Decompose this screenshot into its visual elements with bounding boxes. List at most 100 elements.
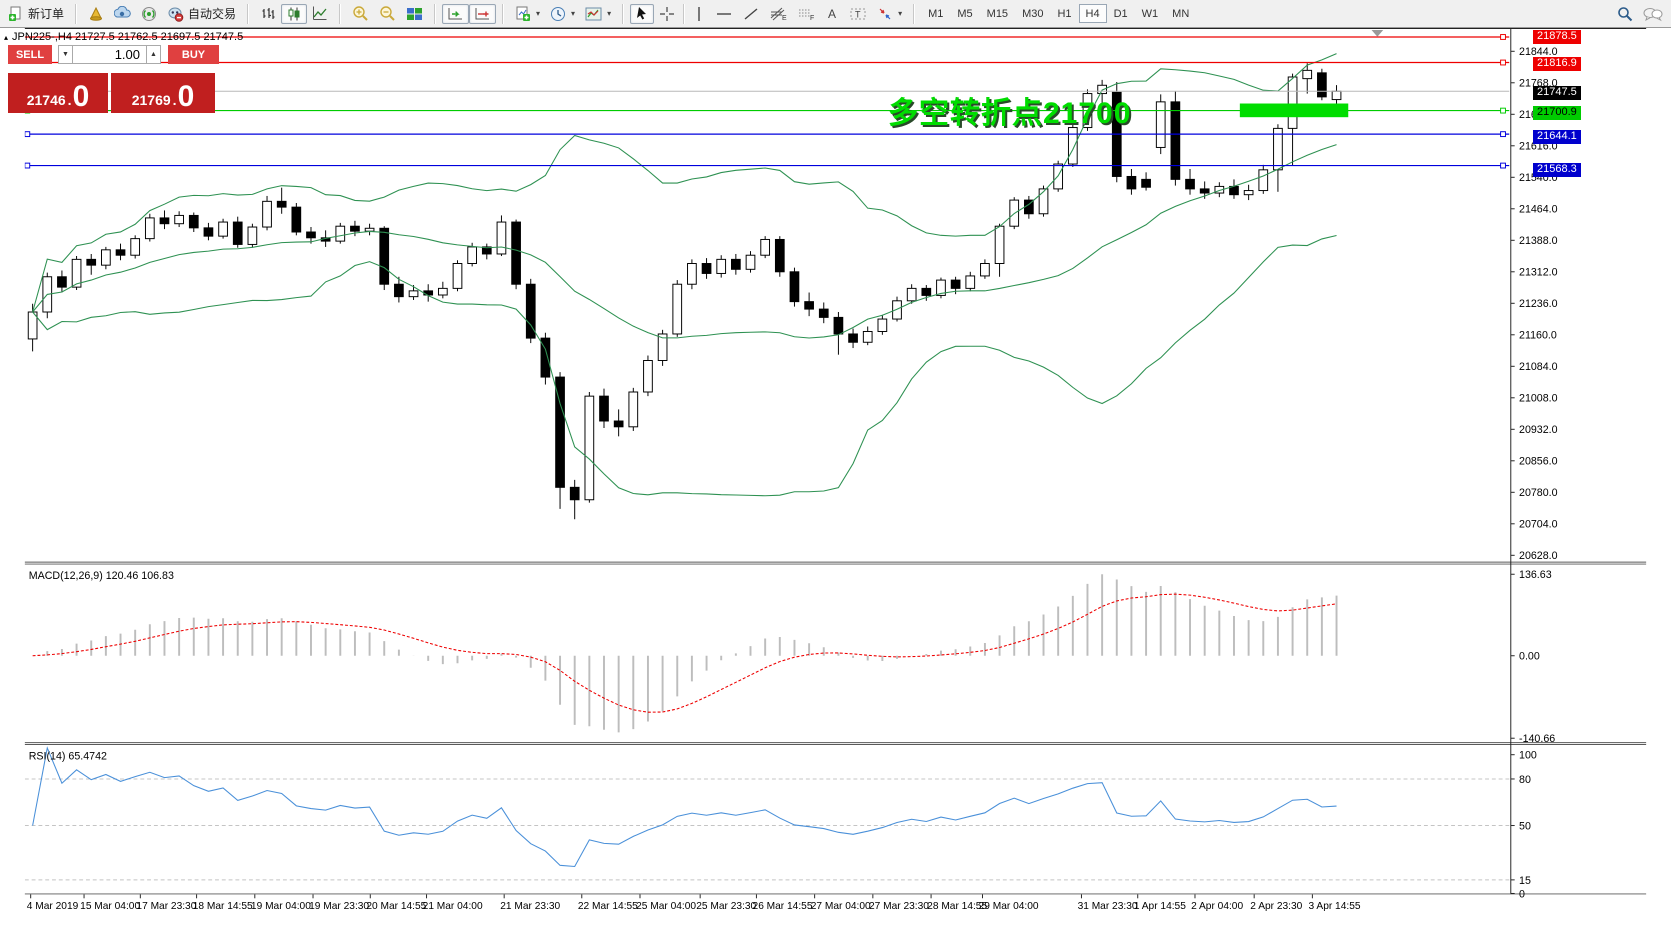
toolbar-separator (434, 3, 437, 24)
volume-decrease-button[interactable]: ▼ (58, 45, 73, 64)
sell-button[interactable]: SELL (8, 45, 52, 64)
buy-button[interactable]: BUY (168, 45, 219, 64)
svg-text:F: F (810, 15, 814, 22)
text-tool-button[interactable]: A (820, 4, 844, 24)
svg-text:T: T (855, 9, 861, 19)
main-toolbar: 新订单 自动交易 (0, 0, 1671, 28)
tile-windows-icon (407, 7, 423, 20)
candle-body (437, 287, 448, 296)
buy-price-display[interactable]: 21769. 0 (111, 73, 215, 113)
one-click-trading-panel: SELL ▼ 1.00 ▲ BUY 21746. 0 21769. 0 (8, 45, 219, 113)
candle-body (789, 271, 800, 303)
chart-shift-marker[interactable] (1371, 29, 1384, 37)
timeframe-m15[interactable]: M15 (986, 8, 1009, 20)
candle-body (716, 258, 727, 274)
candlestick-chart-button[interactable] (281, 3, 308, 24)
current-price-tag[interactable]: 21747.5 (1533, 86, 1581, 101)
cursor-tool-button[interactable] (630, 3, 655, 24)
panel-collapse-icon[interactable]: ▴ (4, 33, 9, 42)
arrows-tool-button[interactable]: ▾ (872, 4, 907, 24)
new-order-button[interactable]: 新订单 (3, 4, 69, 24)
auto-scroll-button[interactable] (442, 3, 470, 24)
timeframe-m1[interactable]: M1 (928, 8, 944, 20)
candle-body (306, 231, 316, 239)
timeframe-m30[interactable]: M30 (1022, 8, 1044, 20)
candle-body (804, 301, 814, 310)
market-watch-button[interactable] (83, 4, 109, 24)
time-axis-label: 17 Mar 23:30 (136, 901, 196, 912)
candle-body (247, 226, 258, 245)
autotrading-button[interactable]: 自动交易 (162, 4, 241, 24)
timeframe-h4[interactable]: H4 (1078, 4, 1107, 23)
vertical-line-tool-button[interactable] (688, 4, 710, 24)
level-line-right-anchor[interactable] (1500, 59, 1506, 66)
price-axis-tick-label: 20780.0 (1519, 487, 1558, 499)
level-line-right-anchor[interactable] (1500, 131, 1506, 138)
channel-icon: F (799, 9, 814, 22)
level-price-tag[interactable]: 21816.9 (1533, 56, 1581, 71)
chat-icon[interactable] (1643, 6, 1663, 22)
tile-windows-button[interactable] (401, 4, 428, 24)
level-line-right-anchor[interactable] (1500, 34, 1506, 40)
text-label-tool-button[interactable]: T (844, 4, 872, 24)
candle-body (1170, 101, 1181, 180)
timeframe-mn[interactable]: MN (1172, 8, 1190, 20)
price-axis-tick-label: 21008.0 (1519, 393, 1558, 405)
candle-body (364, 227, 375, 232)
candle-body (86, 258, 97, 266)
autotrading-icon (168, 7, 184, 22)
time-axis-label: 19 Mar 04:00 (251, 901, 311, 912)
bollinger-middle-line (32, 144, 1337, 339)
new-order-label: 新订单 (28, 7, 65, 21)
crosshair-tool-button[interactable] (654, 4, 680, 24)
chart-shift-button[interactable] (469, 3, 497, 24)
candle-body (1126, 175, 1137, 190)
fibonacci-tool-button[interactable]: E (764, 4, 792, 24)
timeframe-w1[interactable]: W1 (1141, 8, 1159, 20)
line-chart-button[interactable] (307, 4, 333, 24)
volume-increase-button[interactable]: ▲ (146, 45, 161, 64)
candle-body (994, 225, 1005, 264)
toolbar-separator (502, 3, 505, 24)
candle-body (276, 200, 287, 208)
chart-canvas[interactable]: 21844.021768.021692.021616.021540.021464… (0, 28, 1671, 941)
sell-price-display[interactable]: 21746. 0 (8, 73, 108, 113)
level-price-tag[interactable]: 21568.3 (1533, 162, 1581, 177)
zoom-in-button[interactable] (347, 4, 374, 24)
volume-input[interactable]: 1.00 (73, 45, 146, 64)
templates-button[interactable]: ▾ (580, 4, 616, 24)
level-line-left-anchor[interactable] (24, 131, 31, 138)
candle-body (188, 214, 199, 229)
periods-button[interactable]: ▾ (545, 4, 580, 24)
channel-tool-button[interactable]: F (792, 4, 820, 24)
timeframe-h1[interactable]: H1 (1057, 8, 1072, 20)
level-line-left-anchor[interactable] (24, 162, 31, 169)
signals-button[interactable] (136, 4, 162, 24)
zoom-out-icon (380, 6, 395, 21)
timeframe-m5[interactable]: M5 (957, 8, 973, 20)
horizontal-line-tool-button[interactable] (710, 4, 738, 24)
toolbar-separator (683, 3, 686, 24)
indicators-button[interactable]: ▾ (510, 4, 545, 24)
highlight-rectangle[interactable] (1239, 103, 1349, 118)
level-price-tag[interactable]: 21700.9 (1533, 106, 1581, 121)
mql5-community-button[interactable] (109, 4, 136, 24)
candle-body (672, 283, 683, 335)
candle-body (745, 254, 756, 270)
candle-body (203, 227, 214, 237)
candle-body (452, 263, 463, 289)
level-price-tag[interactable]: 21878.5 (1533, 30, 1581, 45)
level-line-right-anchor[interactable] (1500, 107, 1506, 114)
crosshair-icon (660, 6, 675, 21)
zoom-out-button[interactable] (374, 4, 401, 24)
candle-body (906, 287, 917, 302)
price-axis-tick-label: 20628.0 (1519, 550, 1558, 562)
level-line-right-anchor[interactable] (1500, 162, 1506, 169)
candle-body (760, 238, 771, 256)
trendline-tool-button[interactable] (738, 4, 764, 24)
search-icon[interactable] (1617, 6, 1633, 22)
price-axis-tick-label: 21464.0 (1519, 204, 1558, 216)
bar-chart-button[interactable] (255, 4, 281, 24)
level-price-tag[interactable]: 21644.1 (1533, 130, 1581, 145)
timeframe-d1[interactable]: D1 (1113, 8, 1128, 20)
